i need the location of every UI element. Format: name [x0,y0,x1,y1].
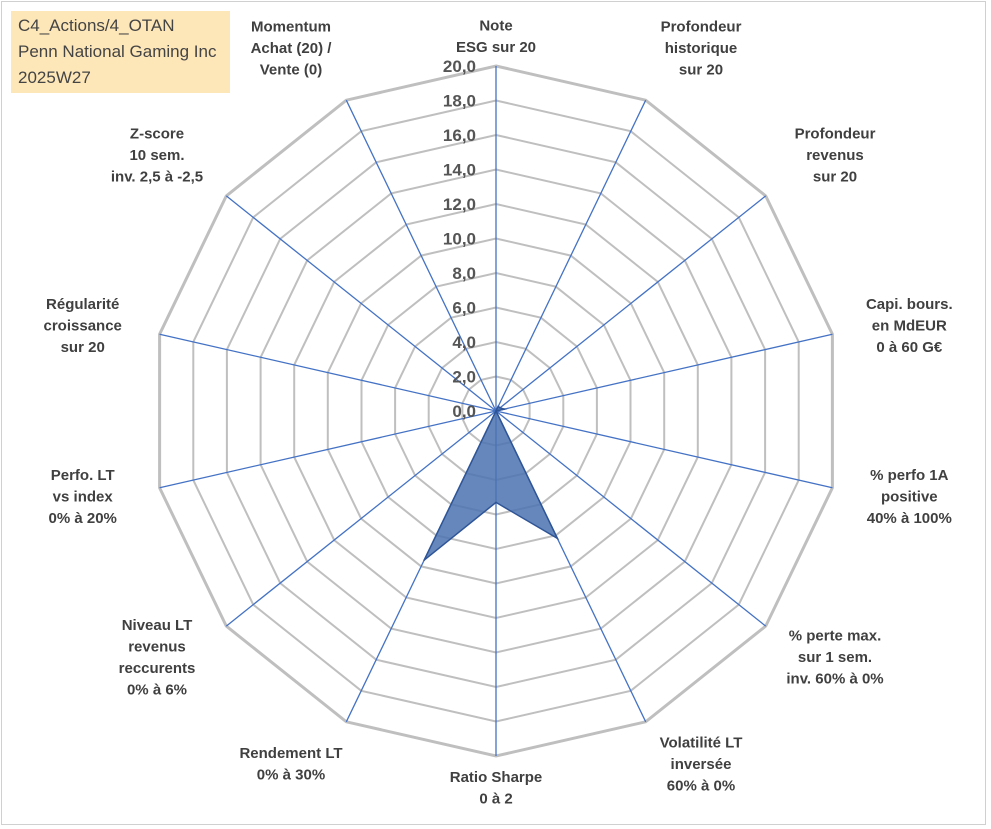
axis-label-5-line-2: inv. 60% à 0% [786,671,883,688]
series-point-6 [556,537,559,540]
series-point-8 [423,559,425,561]
info-box: C4_Actions/4_OTAN Penn National Gaming I… [11,11,230,93]
radar-spokes [159,66,833,756]
axis-label-3-line-1: en MdEUR [872,317,947,334]
axis-label-12-line-1: 10 sem. [129,147,184,164]
axis-label-7-line-1: 0 à 2 [479,791,512,808]
axis-label-9-line-2: reccurents [119,660,196,677]
spoke-13 [345,99,497,412]
axis-label-10-line-2: 0% à 20% [49,510,117,527]
axis-label-5-line-0: % perte max. [789,628,882,645]
axis-label-9-line-3: 0% à 6% [127,681,187,698]
series-point-7 [495,501,497,504]
axis-label-4: % perfo 1A positive 40% à 100% [867,467,952,527]
radar-axis-labels: Note ESG sur 20 Profondeur historique sur 20… [44,18,953,808]
spoke-10 [159,410,497,489]
spoke-11 [159,333,497,412]
radar-tick-labels: 0,0 2,0 4,0 6,0 8,0 10,0 12,0 14,0 16,0 18,0 20,0 [443,57,476,421]
axis-label-13-line-1: Achat (20) / [251,40,333,57]
axis-label-11-line-0: Régularité [46,296,119,313]
axis-label-12: Z-score 10 sem. inv. 2,5 à -2,5 [111,126,203,186]
axis-label-3-line-2: 0 à 60 G€ [876,339,943,356]
spoke-4 [495,410,833,489]
axis-label-0-line-0: Note [479,18,512,35]
tick-label-4: 8,0 [452,264,476,283]
axis-label-2-line-0: Profondeur [795,126,876,143]
axis-label-4-line-2: 40% à 100% [867,510,952,527]
spoke-3 [495,333,833,412]
axis-label-5: % perte max. sur 1 sem. inv. 60% à 0% [786,628,883,688]
axis-label-9: Niveau LT revenus reccurents 0% à 6% [119,617,196,699]
axis-label-2: Profondeur revenus sur 20 [795,126,876,186]
axis-label-11-line-2: sur 20 [61,339,105,356]
axis-label-7-line-0: Ratio Sharpe [450,769,543,786]
tick-label-10: 20,0 [443,57,476,76]
axis-label-8-line-1: 0% à 30% [257,767,325,784]
axis-label-0: Note ESG sur 20 [456,18,536,57]
axis-label-1: Profondeur historique sur 20 [661,19,742,79]
series-point-13 [495,410,497,412]
axis-label-1-line-0: Profondeur [661,19,742,36]
axis-label-1-line-1: historique [665,40,738,57]
axis-label-0-line-1: ESG sur 20 [456,39,536,56]
axis-label-9-line-0: Niveau LT [122,617,193,634]
spoke-1 [495,99,647,412]
spoke-5 [495,410,767,627]
axis-label-8-line-0: Rendement LT [239,745,342,762]
axis-label-13-line-0: Momentum [251,19,331,36]
axis-label-13: Momentum Achat (20) / Vente (0) [251,19,333,79]
axis-label-11-line-1: croissance [44,317,122,334]
info-line-week: 2025W27 [18,68,91,87]
axis-label-3-line-0: Capi. bours. [866,296,953,313]
tick-label-8: 16,0 [443,126,476,145]
series-point-3 [503,408,506,410]
tick-label-0: 0,0 [452,402,476,421]
axis-label-6-line-0: Volatilité LT [660,734,743,751]
axis-label-3: Capi. bours. en MdEUR 0 à 60 G€ [866,296,953,356]
axis-label-4-line-0: % perfo 1A [870,467,949,484]
radar-series [423,405,560,561]
axis-label-1-line-2: sur 20 [679,62,723,79]
tick-label-5: 10,0 [443,230,476,249]
axis-label-9-line-1: revenus [128,638,186,655]
axis-label-2-line-1: revenus [806,147,864,164]
series-point-1 [497,405,500,408]
axis-label-13-line-2: Vente (0) [260,62,323,79]
tick-label-6: 12,0 [443,195,476,214]
info-line-company: Penn National Gaming Inc [18,42,217,61]
tick-label-2: 4,0 [452,333,476,352]
spoke-9 [225,410,497,627]
axis-label-6: Volatilité LT inversée 60% à 0% [660,734,743,794]
tick-label-3: 6,0 [452,299,476,318]
axis-label-5-line-1: sur 1 sem. [798,649,872,666]
axis-label-8: Rendement LT 0% à 30% [239,745,342,784]
axis-label-4-line-1: positive [881,489,938,506]
axis-label-12-line-0: Z-score [130,126,184,143]
series-area-0 [423,405,560,561]
axis-label-2-line-2: sur 20 [813,169,857,186]
axis-label-6-line-1: inversée [671,756,732,773]
tick-label-7: 14,0 [443,161,476,180]
tick-label-9: 18,0 [443,92,476,111]
axis-label-10: Perfo. LT vs index 0% à 20% [49,467,117,527]
series-point-2 [499,407,501,409]
axis-label-11: Régularité croissance sur 20 [44,296,122,356]
spoke-2 [495,195,767,412]
spoke-12 [225,195,497,412]
axis-label-6-line-2: 60% à 0% [667,777,735,794]
tick-label-1: 2,0 [452,368,476,387]
axis-label-12-line-2: inv. 2,5 à -2,5 [111,169,203,186]
axis-label-10-line-0: Perfo. LT [51,467,115,484]
axis-label-7: Ratio Sharpe 0 à 2 [450,769,543,808]
axis-label-10-line-1: vs index [53,489,114,506]
info-line-category: C4_Actions/4_OTAN [18,16,175,35]
